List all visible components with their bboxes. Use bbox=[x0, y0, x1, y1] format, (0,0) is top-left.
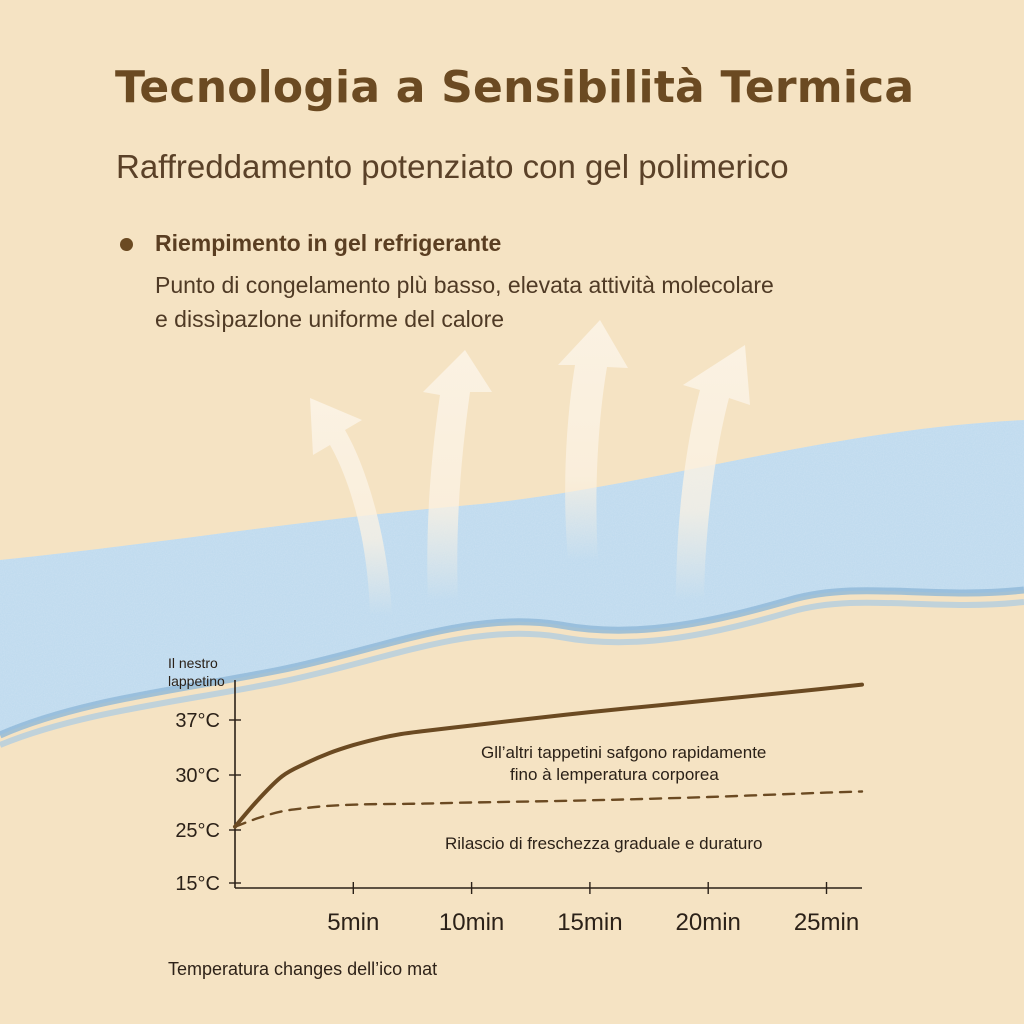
series-line-solid bbox=[233, 682, 864, 829]
annotation-fast-rise: fino à lemperatura corporea bbox=[510, 765, 719, 784]
y-axis-label: lappetino bbox=[168, 673, 225, 689]
page-subtitle: Raffreddamento potenziato con gel polime… bbox=[116, 148, 789, 185]
chart-caption: Temperatura changes dell’ico mat bbox=[168, 959, 438, 979]
y-tick-label: 30°C bbox=[175, 765, 220, 787]
annotation-fast-rise: Gll’altri tappetini safgono rapidamente bbox=[481, 743, 766, 762]
x-tick-label: 25min bbox=[794, 909, 859, 936]
feature-description: Punto di congelamento plù basso, elevata… bbox=[155, 268, 915, 336]
x-tick-label: 20min bbox=[676, 909, 741, 936]
y-tick-label: 37°C bbox=[175, 710, 220, 732]
feature-description-line: Punto di congelamento plù basso, elevata… bbox=[155, 272, 774, 298]
x-tick-label: 10min bbox=[439, 909, 504, 936]
heat-arrow-icon bbox=[676, 345, 750, 600]
gel-band bbox=[0, 420, 1024, 735]
gel-band-edge-lower bbox=[0, 599, 1024, 748]
heat-arrow-icon bbox=[558, 320, 628, 560]
annotation-gradual: Rilascio di freschezza graduale e duratu… bbox=[445, 834, 763, 853]
feature-description-line: e dissìpazlone uniforme del calore bbox=[155, 306, 505, 332]
y-tick-label: 25°C bbox=[175, 820, 220, 842]
y-tick-label: 15°C bbox=[175, 873, 220, 895]
series-line-dashed bbox=[233, 790, 864, 828]
y-axis-label: Il nestro bbox=[168, 655, 218, 671]
feature-heading: Riempimento in gel refrigerante bbox=[155, 230, 502, 256]
gel-band-edge bbox=[0, 586, 1024, 739]
page-title: Tecnologia a Sensibilità Termica bbox=[115, 62, 915, 113]
heat-arrows bbox=[310, 320, 750, 615]
bullet-dot-icon bbox=[120, 238, 133, 251]
x-tick-label: 15min bbox=[557, 909, 622, 936]
heat-arrow-icon bbox=[423, 350, 492, 600]
heat-arrow-icon bbox=[310, 398, 392, 615]
x-tick-label: 5min bbox=[327, 909, 379, 936]
